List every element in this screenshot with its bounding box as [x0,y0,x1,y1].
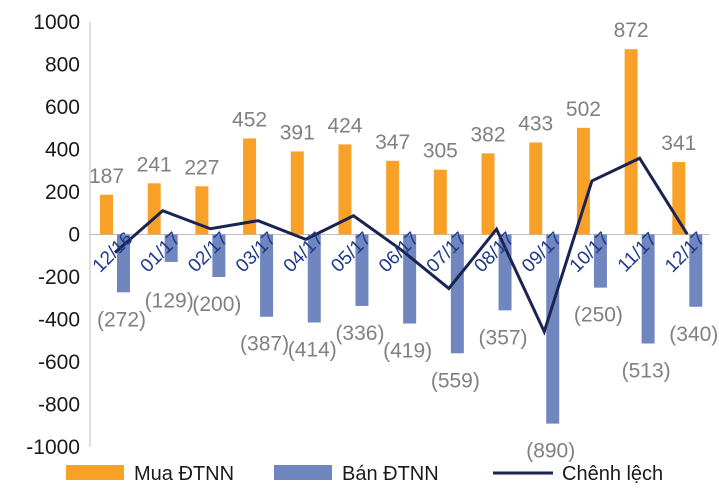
category-label: 02/17 [184,228,232,276]
category-label: 09/17 [518,228,566,276]
sell-data-label: (890) [526,440,575,463]
sell-bar [355,234,369,306]
buy-data-label: 452 [232,108,267,131]
difference-line-path [114,156,689,336]
sell-bar [212,234,226,277]
y-tick-label: 800 [45,54,80,77]
y-tick-label: 0 [68,224,80,247]
y-axis-tick-labels: 1000 800 600 400 200 0 -200 -400 -600 -800 -1000 [26,11,80,459]
y-tick-label: -800 [38,394,80,417]
y-tick-label: -200 [38,266,80,289]
buy-data-label: 391 [280,121,315,144]
y-tick-label: -1000 [26,436,80,459]
sell-data-label: (336) [335,322,384,345]
sell-data-label: (340) [669,323,718,346]
y-tick-label: 1000 [33,11,80,34]
sell-bar [164,234,178,262]
buy-data-label: 347 [375,131,410,154]
category-label: 03/17 [232,228,280,276]
sell-data-label: (357) [479,326,528,349]
buy-data-label: 382 [471,123,506,146]
sell-data-label: (559) [431,369,480,392]
sell-data-label: (414) [288,338,337,361]
buy-bar [672,162,686,235]
legend-label-diff: Chênh lệch [562,463,663,485]
buy-bar [433,169,447,235]
buy-bar [338,144,352,235]
sell-data-label: (272) [97,308,146,331]
buy-bar [290,151,304,235]
buy-bar [100,194,113,235]
data-labels: 187 241 227 452 391 424 347 305 382 433 502 872 341 (… [89,19,718,462]
sell-data-label: (129) [145,290,194,313]
sell-bar [593,234,607,288]
buy-bar [243,138,257,235]
y-tick-label: 400 [45,139,80,162]
sell-bar [546,234,560,424]
buy-bar [147,183,161,235]
category-label: 01/17 [137,228,185,276]
category-label: 12/17 [661,228,709,276]
legend-swatch-buy [66,465,124,480]
y-tick-label: 600 [45,96,80,119]
y-tick-label: -400 [38,309,80,332]
category-label: 12/16 [89,228,137,276]
buy-bar [195,186,209,235]
legend-swatch-sell [274,465,332,480]
sell-bar [450,234,464,354]
legend-label-buy: Mua ĐTNN [134,463,234,485]
sell-bar [403,234,417,324]
legend: Mua ĐTNN Bán ĐTNN Chênh lệch [66,463,663,485]
sell-data-label: (513) [622,360,671,383]
buy-bar [624,49,638,235]
sell-bar [260,234,274,317]
y-tick-label: -600 [38,351,80,374]
buy-data-label: 241 [137,153,172,176]
sell-bar [641,234,655,344]
buy-bar [529,142,543,235]
sell-bar [307,234,321,323]
x-axis-category-labels: 12/16 01/17 02/17 03/17 04/17 05/17 06/17 07/17… [89,228,710,276]
buy-data-label: 424 [327,114,362,137]
legend-label-sell: Bán ĐTNN [342,463,439,485]
category-label: 04/17 [280,228,328,276]
sell-bar [689,234,703,307]
buy-bar [481,153,495,235]
buy-data-label: 502 [566,98,601,121]
buy-data-label: 433 [518,112,553,135]
sell-data-label: (419) [383,340,432,363]
category-label: 05/17 [327,228,375,276]
sell-data-label: (200) [192,293,241,316]
y-tick-label: 200 [45,181,80,204]
axes [89,22,710,447]
buy-data-label: 227 [184,156,219,179]
sell-data-label: (387) [240,333,289,356]
buy-bar [576,127,590,235]
buy-data-label: 187 [89,165,124,188]
buy-data-label: 305 [423,140,458,163]
sell-data-label: (250) [574,304,623,327]
buy-data-label: 872 [614,19,649,42]
buy-data-label: 341 [661,132,696,155]
difference-line [114,156,689,336]
buy-bar [386,160,400,235]
